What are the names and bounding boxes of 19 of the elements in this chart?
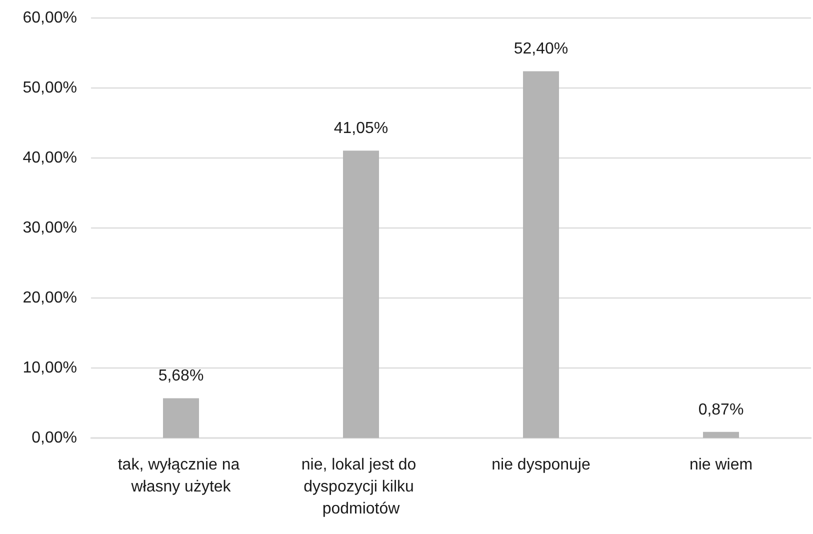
- data-label: 5,68%: [158, 368, 204, 385]
- y-tick-label: 30,00%: [22, 220, 77, 236]
- bar: [343, 150, 379, 438]
- y-tick-label: 60,00%: [22, 10, 77, 26]
- x-tick-label: nie wiem: [689, 456, 753, 474]
- bar: [703, 432, 739, 438]
- data-label: 41,05%: [334, 120, 388, 138]
- bar: [163, 398, 199, 438]
- data-label: 52,40%: [514, 40, 568, 58]
- y-tick-label: 50,00%: [22, 80, 77, 96]
- y-tick-label: 40,00%: [22, 150, 77, 166]
- data-label: 0,87%: [698, 401, 744, 418]
- y-tick-label: 20,00%: [22, 290, 77, 306]
- x-tick-label: nie dysponuje: [492, 456, 590, 474]
- y-tick-label: 0,00%: [32, 430, 77, 446]
- x-tick-label: tak, wyłącznie na własny użytek: [118, 456, 244, 496]
- bar: [523, 71, 559, 438]
- x-tick-label: nie, lokal jest do dyspozycji kilku podmiotów: [301, 456, 421, 518]
- y-tick-label: 10,00%: [22, 360, 77, 376]
